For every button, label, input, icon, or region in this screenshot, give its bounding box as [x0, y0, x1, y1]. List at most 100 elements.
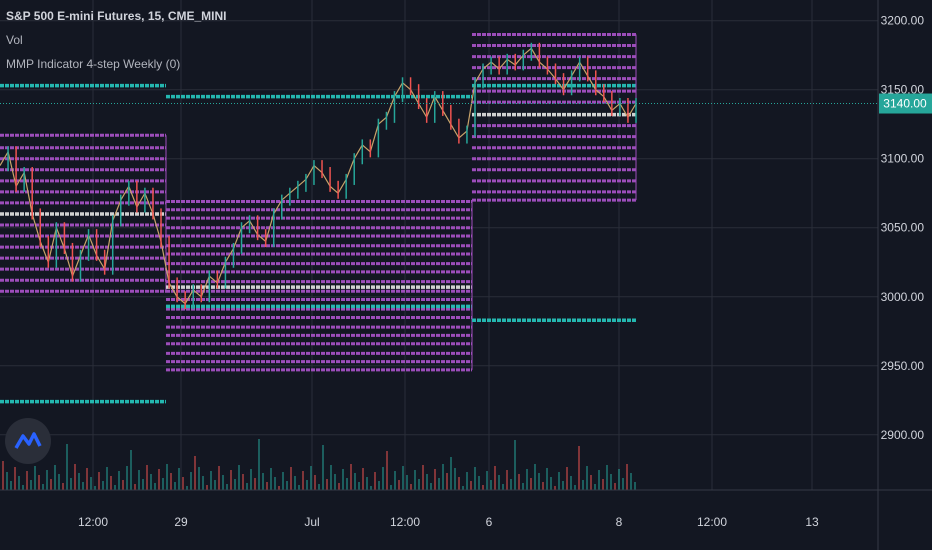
volume-bar	[326, 479, 328, 490]
volume-bar	[134, 484, 136, 490]
volume-bar	[226, 484, 228, 490]
volume-bar	[278, 486, 280, 490]
volume-bar	[494, 466, 496, 490]
chart-legend: S&P 500 E-mini Futures, 15, CME_MINI Vol…	[6, 4, 227, 76]
volume-bar	[30, 480, 32, 490]
volume-bar	[450, 457, 452, 490]
volume-bar	[354, 473, 356, 490]
volume-bar	[366, 477, 368, 490]
grid-lines	[0, 0, 878, 490]
volume-bar	[206, 485, 208, 490]
volume-bar	[506, 470, 508, 490]
volume-bar	[546, 468, 548, 490]
volume-bar	[498, 475, 500, 490]
volume-bar	[158, 469, 160, 490]
volume-bar	[458, 477, 460, 490]
symbol-title[interactable]: S&P 500 E-mini Futures, 15, CME_MINI	[6, 9, 227, 23]
volume-bar	[26, 471, 28, 490]
volume-bar	[162, 478, 164, 490]
volume-bar	[562, 481, 564, 490]
mmp-indicator-label[interactable]: MMP Indicator 4-step Weekly (0)	[6, 57, 181, 71]
volume-bar	[338, 483, 340, 490]
volume-bar	[198, 467, 200, 490]
volume-bar	[42, 484, 44, 490]
volume-bar	[610, 474, 612, 490]
volume-bar	[46, 470, 48, 490]
volume-bar	[126, 466, 128, 490]
volume-bar	[302, 471, 304, 490]
volume-bar	[430, 483, 432, 490]
volume-bar	[574, 485, 576, 490]
volume-bar	[58, 474, 60, 490]
price-line	[0, 47, 637, 305]
volume-indicator-label[interactable]: Vol	[6, 33, 23, 47]
volume-bar	[166, 464, 168, 490]
volume-bar	[446, 473, 448, 490]
volume-bar	[90, 477, 92, 490]
volume-bar	[122, 480, 124, 490]
volume-bar	[422, 465, 424, 490]
volume-bar	[62, 483, 64, 490]
volume-bar	[270, 468, 272, 490]
volume-bar	[38, 475, 40, 490]
volume-bar	[362, 468, 364, 490]
volume-bar	[266, 482, 268, 490]
volume-bar	[150, 474, 152, 490]
volume-bar	[390, 485, 392, 490]
volume-bar	[374, 472, 376, 490]
volume-bar	[190, 472, 192, 490]
price-series	[0, 42, 637, 310]
volume-bar	[178, 468, 180, 490]
volume-bar	[402, 466, 404, 490]
y-tick-label: 3200.00	[881, 14, 925, 28]
x-tick-label: 29	[174, 515, 188, 529]
volume-bar	[370, 486, 372, 490]
volume-bar	[406, 475, 408, 490]
tradingview-logo-icon[interactable]	[5, 418, 51, 464]
volume-bar	[10, 481, 12, 490]
volume-bar	[282, 472, 284, 490]
volume-bar	[294, 476, 296, 490]
y-tick-label: 3050.00	[881, 221, 925, 235]
volume-bar	[398, 480, 400, 490]
volume-bar	[146, 465, 148, 490]
volume-bar	[242, 474, 244, 490]
volume-bar	[634, 482, 636, 490]
volume-bar	[234, 479, 236, 490]
volume-bar	[250, 469, 252, 490]
volume-bar	[334, 474, 336, 490]
volume-bar	[418, 479, 420, 490]
volume-bar	[486, 471, 488, 490]
x-tick-label: 12:00	[697, 515, 727, 529]
volume-bar	[410, 484, 412, 490]
volume-bar	[54, 465, 56, 490]
volume-bar	[170, 473, 172, 490]
volume-bar	[566, 467, 568, 490]
last-price-badge	[879, 93, 932, 114]
volume-bar	[602, 479, 604, 490]
volume-bar	[322, 445, 324, 490]
volume-bar	[82, 482, 84, 490]
volume-bar	[222, 475, 224, 490]
volume-bar	[598, 470, 600, 490]
volume-bar	[618, 469, 620, 490]
volume-bar	[182, 477, 184, 490]
y-tick-label: 3100.00	[881, 152, 925, 166]
volume-bar	[286, 481, 288, 490]
volume-bar	[14, 467, 16, 490]
volume-bar	[538, 473, 540, 490]
volume-bar	[434, 469, 436, 490]
volume-bar	[342, 469, 344, 490]
volume-bar	[290, 467, 292, 490]
volume-bar	[18, 476, 20, 490]
volume-bar	[194, 456, 196, 490]
x-tick-label: Jul	[304, 515, 319, 529]
volume-bar	[614, 483, 616, 490]
volume-bar	[74, 464, 76, 490]
volume-bar	[554, 486, 556, 490]
volume-bar	[218, 466, 220, 490]
x-tick-label: 8	[616, 515, 623, 529]
volume-bar	[106, 467, 108, 490]
volume-bar	[174, 482, 176, 490]
